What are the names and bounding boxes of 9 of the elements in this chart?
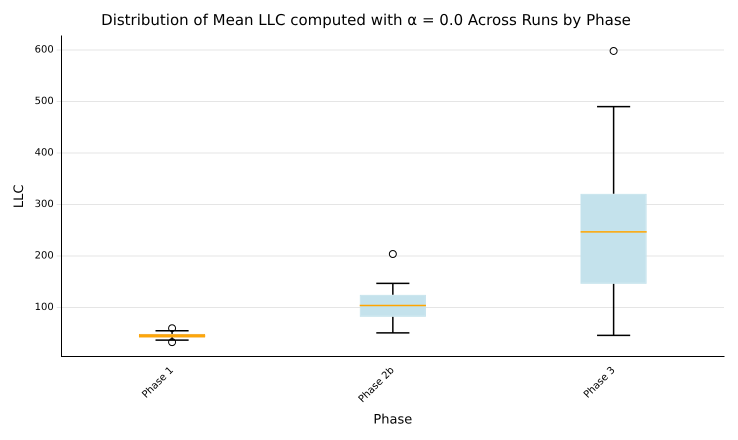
- x-axis-title: Phase: [373, 412, 412, 428]
- y-tick-label: 600: [34, 44, 54, 56]
- y-axis-title: LLC: [12, 184, 28, 208]
- y-tick-label: 200: [34, 250, 54, 262]
- chart-title: Distribution of Mean LLC computed with α = 0.0 Across Runs by Phase: [101, 10, 631, 29]
- y-tick-label: 300: [34, 199, 54, 210]
- y-tick-label: 400: [34, 148, 54, 159]
- y-tick-label: 500: [34, 96, 54, 108]
- y-tick-label: 100: [34, 302, 54, 314]
